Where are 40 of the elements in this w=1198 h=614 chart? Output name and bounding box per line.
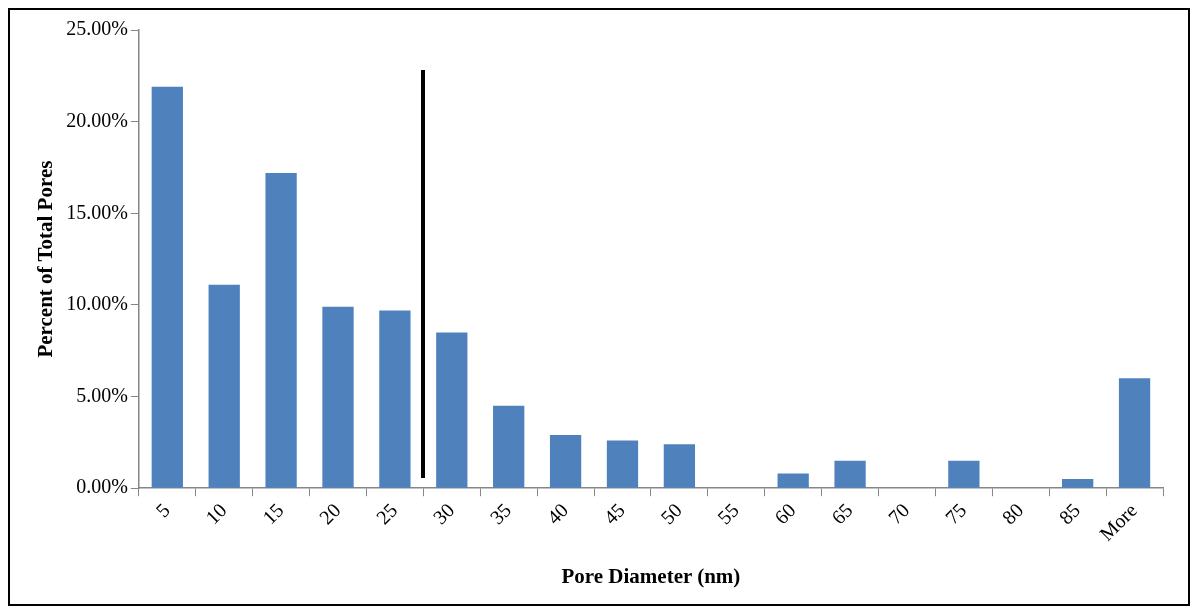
bar	[379, 310, 411, 488]
x-tick-label: 5	[151, 498, 174, 522]
x-tick-label: 85	[1054, 498, 1085, 529]
x-tick-label: 75	[940, 498, 971, 529]
x-tick-label: 45	[599, 498, 630, 529]
y-tick-label: 5.00%	[76, 383, 128, 406]
x-tick-label: 65	[826, 498, 857, 529]
x-tick-label: 80	[997, 498, 1028, 529]
x-tick-label: 20	[314, 498, 345, 529]
bar	[436, 332, 468, 488]
y-tick-label: 15.00%	[66, 200, 128, 223]
x-tick-label: 70	[883, 498, 914, 529]
bar	[1118, 378, 1151, 488]
x-tick-label: 60	[770, 498, 800, 529]
bar	[549, 435, 582, 488]
x-axis-title: Pore Diameter (nm)	[561, 563, 741, 588]
y-tick-label: 20.00%	[66, 108, 128, 131]
bar	[322, 306, 354, 488]
x-tick-label: 50	[656, 498, 686, 529]
y-tick-label: 0.00%	[76, 475, 128, 498]
bar	[606, 440, 639, 488]
bar	[948, 460, 980, 488]
bar	[493, 405, 525, 488]
bar	[151, 86, 183, 488]
x-tick-label: 40	[542, 498, 573, 529]
bar	[777, 473, 809, 488]
bar	[265, 172, 297, 488]
bar	[208, 284, 240, 488]
y-tick-label: 25.00%	[66, 17, 128, 40]
x-tick-label: 55	[713, 498, 743, 529]
y-axis-title: Percent of Total Pores	[33, 160, 58, 358]
x-tick-label: 30	[428, 498, 459, 529]
x-tick-label: 35	[485, 498, 516, 529]
y-tick-label: 10.00%	[66, 292, 128, 315]
bar	[1062, 479, 1094, 488]
x-tick-label: 10	[201, 498, 231, 529]
x-tick-label: 25	[371, 498, 402, 529]
x-tick-label: 15	[257, 498, 288, 529]
bar	[663, 444, 696, 488]
bar	[834, 460, 866, 488]
